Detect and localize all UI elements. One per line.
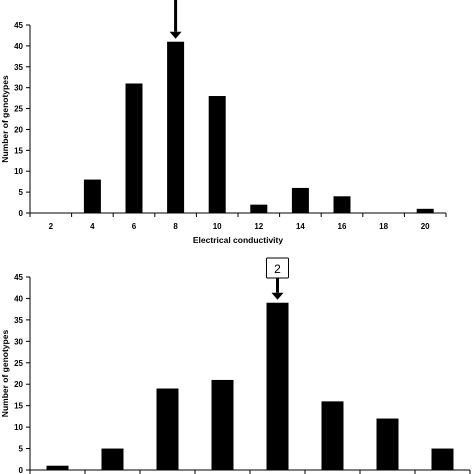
bar — [250, 204, 268, 213]
annotation-label: 2 — [274, 262, 281, 276]
bar — [376, 418, 399, 470]
bar — [211, 379, 234, 470]
annotation-arrow-head — [271, 292, 284, 300]
bar — [266, 302, 289, 470]
y-tick-label: 25 — [14, 105, 23, 114]
y-tick-label: 15 — [14, 146, 23, 155]
x-tick-label: 4 — [90, 222, 95, 231]
bar — [416, 208, 434, 213]
y-tick-label: 45 — [14, 273, 23, 282]
x-tick-label: 2 — [49, 222, 54, 231]
annotation-arrow-shaft — [174, 0, 178, 32]
y-tick-label: 0 — [19, 466, 24, 474]
bar — [125, 83, 143, 213]
bar — [333, 196, 351, 213]
x-axis-label: Electrical conductivity — [193, 235, 283, 245]
x-tick-label: 6 — [132, 222, 137, 231]
x-tick-label: 16 — [338, 222, 347, 231]
y-tick-label: 30 — [14, 337, 23, 346]
y-tick-label: 0 — [19, 209, 24, 218]
y-tick-label: 40 — [14, 294, 23, 303]
y-tick-label: 35 — [14, 63, 23, 72]
y-tick-label: 10 — [14, 423, 23, 432]
y-tick-label: 45 — [14, 21, 23, 30]
x-tick-label: 14 — [296, 222, 305, 231]
y-tick-label: 30 — [14, 84, 23, 93]
y-tick-label: 35 — [14, 316, 23, 325]
y-tick-label: 20 — [14, 380, 23, 389]
y-tick-label: 5 — [19, 445, 24, 454]
y-tick-label: 15 — [14, 402, 23, 411]
bar — [101, 448, 124, 470]
annotation-arrow-shaft — [276, 278, 279, 293]
x-tick-label: 10 — [213, 222, 222, 231]
y-tick-label: 20 — [14, 125, 23, 134]
bar — [431, 448, 454, 470]
bar — [208, 96, 226, 213]
y-axis-label: Number of genotypes — [0, 75, 10, 163]
x-tick-label: 12 — [254, 222, 263, 231]
chart-top: 0 5 10 15 20 25 30 35 40 45 2 4 6 8 10 12 14 16 18 20 Number… — [0, 0, 447, 245]
y-tick-label: 25 — [14, 359, 23, 368]
y-tick-label: 40 — [14, 42, 23, 51]
bar — [291, 187, 309, 213]
bar — [167, 41, 185, 213]
bar — [321, 401, 344, 470]
bar — [156, 388, 179, 470]
bar — [46, 465, 69, 470]
chart-bottom: 0 5 10 15 20 25 30 35 40 45 Number of genotypes 2 — [0, 257, 471, 474]
y-tick-label: 10 — [14, 167, 23, 176]
x-tick-label: 18 — [379, 222, 388, 231]
y-axis-label: Number of genotypes — [0, 330, 10, 418]
annotation-arrow-head — [169, 31, 182, 39]
x-tick-label: 8 — [173, 222, 178, 231]
bar — [83, 179, 101, 213]
x-tick-label: 20 — [421, 222, 430, 231]
y-tick-label: 5 — [19, 188, 24, 197]
